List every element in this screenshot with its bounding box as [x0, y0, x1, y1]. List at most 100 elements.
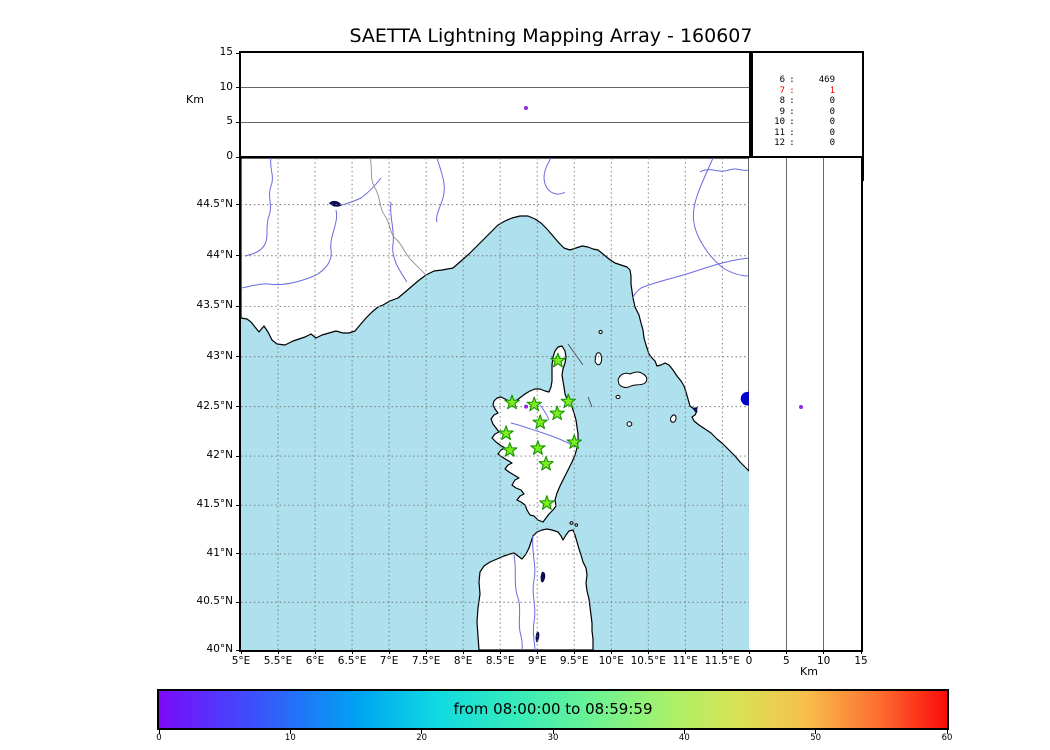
colorbar-tick-mark [289, 730, 291, 734]
island [670, 414, 677, 423]
island [598, 329, 603, 335]
river [692, 195, 749, 277]
edge-marker [740, 391, 749, 406]
map-lat-tick-label: 40°N [206, 643, 233, 656]
stats-count: 0 [829, 117, 835, 127]
map-lon-tick-mark [240, 650, 242, 654]
map-lat-tick-label: 43.5°N [196, 299, 233, 312]
map-lon-tick-label: 6.5°E [337, 655, 367, 667]
island [569, 521, 574, 525]
map-source-point [524, 404, 529, 409]
time-colorbar: from 08:00:00 to 08:59:59 [157, 689, 949, 730]
map-lon-tick-label: 7.5°E [411, 655, 441, 667]
map-lon-tick-mark [425, 650, 427, 654]
top-ytick-label: 10 [219, 80, 233, 93]
stats-separator: : [789, 117, 795, 127]
station-star-icon [532, 414, 548, 430]
right-panel-gridline [823, 158, 825, 650]
island [615, 394, 621, 400]
colorbar-tick-label: 10 [284, 733, 296, 743]
colorbar-tick-mark [815, 730, 817, 734]
stats-station-number: 9 [779, 106, 785, 117]
map-lon-tick-mark [684, 650, 686, 654]
stats-station-number: 7 [779, 85, 785, 96]
corsica-coastline [490, 345, 579, 523]
map-lon-tick-label: 8.5°E [485, 655, 515, 667]
map-lat-tick-label: 40.5°N [196, 595, 233, 608]
stats-row: 8: 0 [753, 96, 862, 107]
river [539, 404, 550, 421]
map-lon-tick-mark [388, 650, 390, 654]
top-panel-ylabel: Km [186, 93, 204, 106]
right-xtick-label: 5 [782, 655, 790, 667]
stats-separator: : [789, 106, 795, 117]
map-lat-tick-mark [236, 455, 240, 457]
colorbar-tick-label: 0 [156, 733, 162, 743]
station-star-icon [549, 405, 565, 421]
map-lon-tick-mark [610, 650, 612, 654]
top-source-point [524, 106, 529, 111]
map-lat-tick-mark [236, 305, 240, 307]
station-star-icon [504, 394, 520, 410]
stats-count: 469 [818, 75, 835, 85]
stats-row: 10: 0 [753, 117, 862, 128]
stats-station-number: 10 [774, 117, 785, 127]
colorbar-tick-mark [552, 730, 554, 734]
map-lon-tick-mark [536, 650, 538, 654]
island [617, 371, 648, 388]
stats-separator: : [789, 75, 795, 85]
station-star-icon [526, 396, 542, 412]
top-ytick-label: 0 [226, 150, 233, 162]
stats-station-number: 12 [774, 138, 785, 148]
river [436, 158, 445, 223]
river [513, 554, 523, 650]
river [696, 158, 714, 197]
stats-count: 0 [829, 127, 835, 138]
station-star-icon [560, 393, 576, 409]
stats-station-number: 11 [774, 127, 785, 138]
colorbar-tick-label: 40 [678, 733, 690, 743]
stats-separator: : [789, 138, 795, 148]
station-star-icon [538, 455, 554, 471]
stats-separator: : [789, 127, 795, 138]
map-lat-tick-label: 42°N [206, 449, 233, 462]
map-lat-tick-mark [236, 204, 240, 206]
colorbar-tick-label: 20 [416, 733, 428, 743]
stats-count: 0 [829, 96, 835, 106]
map-lon-tick-mark [573, 650, 575, 654]
map-lat-tick-label: 44.5°N [196, 197, 233, 210]
colorbar-tick-label: 60 [941, 733, 953, 743]
map-lon-tick-label: 9°E [527, 655, 547, 667]
river [244, 158, 273, 257]
map-lat-tick-label: 42.5°N [196, 399, 233, 412]
map-canvas [241, 158, 749, 650]
right-xtick-label: 15 [854, 655, 868, 667]
map-lat-tick-mark [236, 601, 240, 603]
colorbar-tick-mark [946, 730, 948, 734]
line-feature [587, 396, 593, 408]
river [390, 201, 408, 283]
colorbar-tick-label: 50 [810, 733, 822, 743]
top-panel-gridline [241, 87, 749, 89]
lake [540, 571, 546, 583]
lake [692, 407, 698, 413]
right-source-point [799, 404, 804, 409]
colorbar-tick-mark [158, 730, 160, 734]
colorbar-tick-mark [421, 730, 423, 734]
map-lon-tick-mark [647, 650, 649, 654]
map-lat-tick-label: 43°N [206, 349, 233, 362]
right-panel-xlabel: Km [800, 665, 818, 678]
right-xtick-mark [860, 650, 862, 654]
river [510, 422, 577, 448]
altitude-longitude-panel [239, 51, 751, 159]
map-lon-tick-label: 9.5°E [559, 655, 589, 667]
map-lat-tick-mark [236, 356, 240, 358]
colorbar-tick-label: 30 [547, 733, 559, 743]
right-xtick-mark [748, 650, 750, 654]
top-panel-gridline [241, 121, 749, 123]
stats-separator: : [789, 85, 795, 96]
top-ytick-label: 15 [219, 46, 233, 58]
altitude-latitude-panel [747, 156, 863, 652]
colorbar-label: from 08:00:00 to 08:59:59 [453, 700, 653, 718]
map-lon-tick-label: 11.5°E [704, 655, 740, 667]
